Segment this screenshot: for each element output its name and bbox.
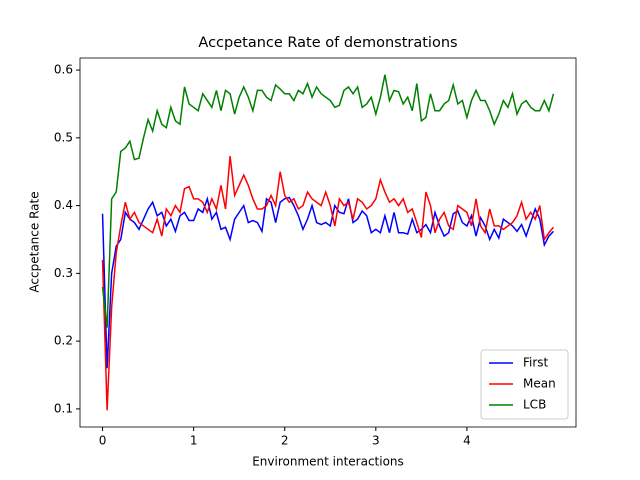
y-tick-label: 0.3 [54,266,73,280]
x-tick-label: 4 [463,434,471,448]
legend-label: LCB [523,398,546,412]
x-tick-label: 0 [99,434,107,448]
y-axis-label: Accpetance Rate [28,191,42,292]
line-series [101,196,554,369]
line-series [101,156,555,411]
y-tick-label: 0.5 [54,130,73,144]
y-tick-label: 0.1 [54,401,73,415]
legend-box [480,349,569,420]
axes-frame [79,57,577,428]
y-tick-label: 0.4 [54,198,73,212]
x-axis-label: Environment interactions [252,455,404,469]
legend-label: Mean [523,377,556,391]
line-series [101,74,555,328]
y-tick-label: 0.2 [54,334,73,348]
chart-title: Accpetance Rate of demonstrations [198,35,457,51]
x-tick-label: 2 [281,434,289,448]
y-tick-label: 0.6 [54,63,73,77]
legend-label: First [523,356,549,370]
x-tick-label: 1 [190,434,198,448]
x-tick-label: 3 [372,434,380,448]
